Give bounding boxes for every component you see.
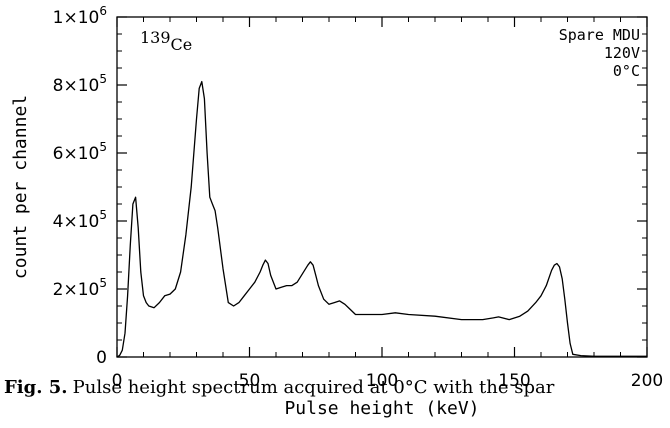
spectrum-series-line [116, 80, 647, 358]
y-axis-label: count per channel [10, 95, 31, 279]
y-tick-label: 1×106 [53, 4, 107, 28]
x-tick-label: 100 [366, 371, 398, 391]
y-tick-label: 0 [96, 348, 107, 368]
conditions-annotation: Spare MDU 120V 0°C [559, 26, 640, 80]
annotation-line-2: 120V [604, 44, 640, 62]
x-axis-label: Pulse height (keV) [284, 398, 479, 419]
caption-label: Fig. 5. [4, 377, 68, 398]
plot-frame [116, 16, 648, 358]
x-tick-label: 200 [631, 371, 663, 391]
annotation-line-1: Spare MDU [559, 26, 640, 44]
isotope-annotation: 139Ce [140, 28, 192, 54]
y-tick-label: 6×105 [53, 140, 107, 164]
y-tick-label: 2×105 [53, 276, 107, 300]
figure-caption: Fig. 5. Pulse height spectrum acquired a… [4, 377, 555, 398]
axis-ticks [116, 16, 648, 358]
isotope-symbol: Ce [171, 35, 193, 54]
x-tick-label: 50 [239, 371, 261, 391]
x-tick-label: 150 [498, 371, 530, 391]
x-tick-label: 0 [112, 371, 123, 391]
annotation-line-3: 0°C [613, 62, 640, 80]
y-tick-label: 8×105 [53, 72, 107, 96]
x-tick-labels: 0 50 100 150 200 [112, 371, 664, 391]
caption-text: Pulse height spectrum acquired at 0°C wi… [73, 377, 555, 398]
y-tick-label: 4×105 [53, 208, 107, 232]
y-tick-labels: 0 2×105 4×105 6×105 8×105 1×106 [53, 4, 107, 368]
isotope-mass: 139 [140, 28, 171, 47]
